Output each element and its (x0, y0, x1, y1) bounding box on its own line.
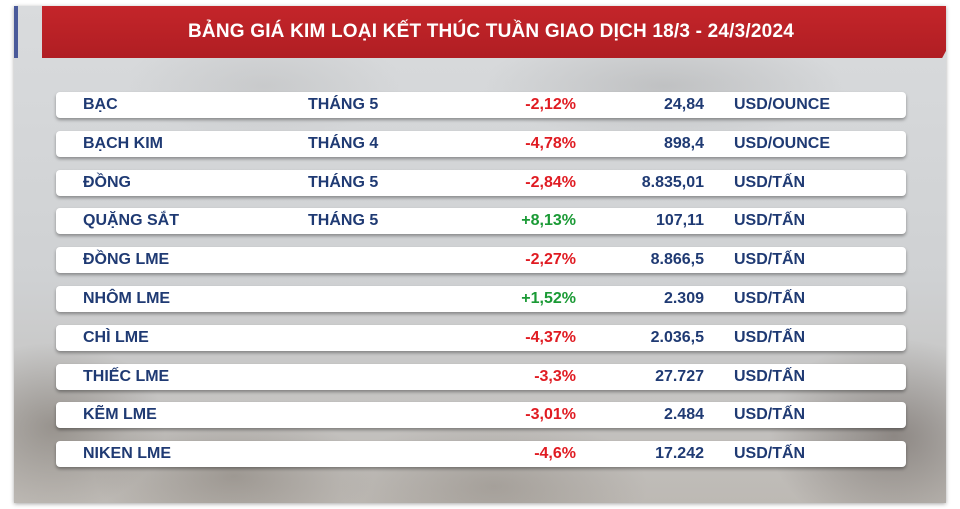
table-row: BẠC THÁNG 5 -2,12% 24,84 USD/OUNCE (56, 92, 906, 118)
table-row: CHÌ LME -4,37% 2.036,5 USD/TẤN (56, 324, 906, 351)
weekly-change: -4,37% (525, 328, 576, 346)
weekly-change: +8,13% (521, 212, 576, 230)
table-row: THIẾC LME -3,3% 27.727 USD/TẤN (56, 363, 906, 390)
metal-name: KẼM LME (83, 406, 157, 424)
table-row: ĐỒNG LME -2,27% 8.866,5 USD/TẤN (56, 247, 906, 274)
table-row: NHÔM LME +1,52% 2.309 USD/TẤN (56, 285, 906, 312)
weekly-change: +1,52% (521, 289, 576, 307)
metal-name: NIKEN LME (83, 445, 171, 463)
contract-month: THÁNG 4 (308, 134, 379, 152)
price-unit: USD/TẤN (734, 289, 806, 307)
weekly-change: -2,27% (525, 251, 576, 269)
metal-name: ĐỒNG LME (83, 251, 170, 269)
price-unit: USD/TẤN (734, 445, 806, 463)
weekly-change: -2,12% (525, 96, 576, 113)
price-value: 2.484 (663, 406, 704, 424)
price-value: 8.866,5 (650, 251, 704, 269)
price-value: 898,4 (663, 134, 704, 152)
header-banner: BẢNG GIÁ KIM LOẠI KẾT THÚC TUẦN GIAO DỊC… (42, 6, 946, 58)
price-value: 2.036,5 (650, 328, 704, 346)
table-row: QUẶNG SẮT THÁNG 5 +8,13% 107,11 USD/TẤN (56, 208, 906, 235)
contract-month: THÁNG 5 (308, 173, 379, 191)
price-value: 24,84 (663, 96, 704, 113)
price-unit: USD/TẤN (734, 212, 806, 230)
weekly-change: -4,6% (534, 445, 576, 463)
table-row: ĐỒNG THÁNG 5 -2,84% 8.835,01 USD/TẤN (56, 169, 906, 196)
contract-month: THÁNG 5 (308, 212, 379, 230)
price-value: 2.309 (663, 289, 704, 307)
price-unit: USD/TẤN (734, 173, 806, 191)
metal-name: CHÌ LME (83, 328, 149, 346)
metal-name: BẠCH KIM (83, 134, 163, 152)
metal-name: NHÔM LME (83, 289, 171, 307)
price-unit: USD/OUNCE (734, 134, 831, 152)
table-row: NIKEN LME -4,6% 17.242 USD/TẤN (56, 441, 906, 468)
metal-name: BẠC (83, 96, 118, 113)
price-value: 107,11 (655, 212, 704, 230)
metal-name: THIẾC LME (83, 367, 170, 385)
left-accent-bar (14, 6, 18, 58)
price-unit: USD/TẤN (734, 406, 806, 424)
price-value: 17.242 (655, 445, 704, 463)
table-row: KẼM LME -3,01% 2.484 USD/TẤN (56, 402, 906, 429)
weekly-change: -2,84% (525, 173, 576, 191)
price-list: BẠC THÁNG 5 -2,12% 24,84 USD/OUNCE BẠCH KIM TH… (56, 92, 906, 480)
table-row: BẠCH KIM THÁNG 4 -4,78% 898,4 USD/OUNCE (56, 130, 906, 157)
price-unit: USD/OUNCE (734, 96, 831, 113)
weekly-change: -4,78% (525, 134, 576, 152)
page-title: BẢNG GIÁ KIM LOẠI KẾT THÚC TUẦN GIAO DỊC… (188, 21, 794, 42)
weekly-change: -3,01% (525, 406, 576, 424)
price-unit: USD/TẤN (734, 367, 806, 385)
metal-name: ĐỒNG (83, 173, 131, 191)
price-value: 27.727 (655, 367, 704, 385)
metal-name: QUẶNG SẮT (83, 212, 179, 230)
price-unit: USD/TẤN (734, 251, 806, 269)
price-table-card: BẢNG GIÁ KIM LOẠI KẾT THÚC TUẦN GIAO DỊC… (14, 6, 946, 503)
price-unit: USD/TẤN (734, 328, 806, 346)
contract-month: THÁNG 5 (308, 96, 379, 113)
weekly-change: -3,3% (534, 367, 576, 385)
price-value: 8.835,01 (641, 173, 704, 191)
